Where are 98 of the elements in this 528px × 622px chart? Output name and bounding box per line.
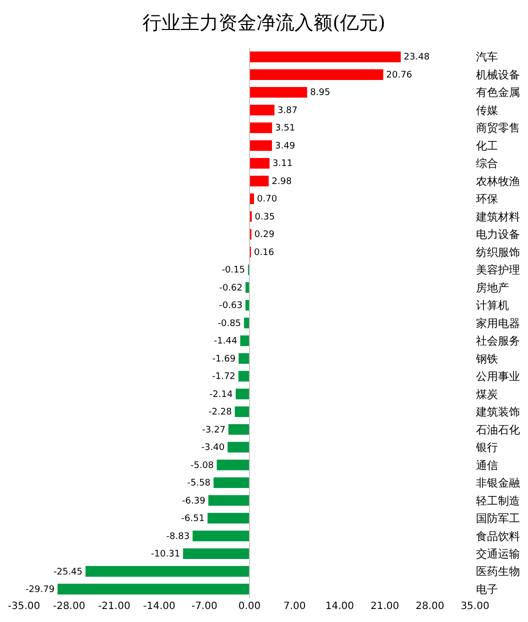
data-label: -29.79 (26, 584, 55, 595)
bar (228, 442, 250, 453)
y-tick-label: 化工 (476, 139, 498, 152)
y-tick-label: 房地产 (476, 281, 509, 294)
bar (236, 388, 250, 400)
chart-title: 行业主力资金净流入额(亿元) (142, 12, 386, 34)
y-tick-label: 农林牧渔 (476, 174, 520, 188)
y-tick-label: 电力设备 (476, 228, 520, 242)
data-label: 20.76 (386, 70, 412, 80)
y-tick-label: 传媒 (476, 104, 498, 117)
data-label: 3.49 (274, 141, 296, 152)
y-tick-label: 电子 (476, 582, 498, 596)
y-tick-label: 商贸零售 (476, 122, 520, 135)
y-tick-label: 轻工制造 (476, 494, 520, 508)
bar (250, 69, 384, 80)
y-tick-label: 汽车 (476, 50, 498, 64)
data-label: 3.87 (277, 106, 298, 116)
y-tick-label: 美容护理 (476, 264, 520, 277)
x-tick-label: 35.00 (460, 601, 490, 612)
data-label: -5.58 (187, 478, 211, 489)
data-label: -1.72 (212, 372, 236, 382)
y-tick-label: 国防军工 (476, 512, 520, 526)
data-label: 0.35 (254, 212, 275, 222)
data-label: -6.51 (181, 514, 205, 524)
bar (192, 530, 250, 542)
bar (250, 158, 270, 169)
bar (216, 460, 250, 470)
bar (238, 370, 250, 382)
bar (250, 104, 274, 116)
bar (58, 584, 250, 594)
bar (250, 122, 272, 134)
y-tick-label: 家用电器 (476, 316, 520, 330)
y-tick-label: 机械设备 (476, 68, 520, 82)
y-tick-label: 非银金融 (476, 476, 520, 490)
y-tick-label: 石油石化 (476, 423, 520, 436)
data-label: -25.45 (53, 567, 83, 578)
bar (250, 87, 308, 98)
data-label: -6.39 (182, 496, 206, 506)
y-tick-label: 建筑材料 (475, 210, 520, 224)
data-label: 2.98 (272, 176, 292, 187)
bar (208, 495, 250, 506)
y-tick-label: 社会服务 (476, 334, 520, 348)
y-tick-label: 通信 (476, 458, 498, 472)
data-label: -0.15 (222, 266, 245, 276)
y-tick-label: 计算机 (476, 299, 509, 312)
data-label: -2.14 (209, 390, 233, 400)
y-tick-label: 综合 (476, 157, 498, 170)
data-label: -1.44 (214, 336, 238, 347)
data-label: 23.48 (404, 52, 430, 63)
x-tick-label: 7.00 (283, 601, 306, 612)
x-tick-label: -7.00 (191, 601, 218, 612)
data-label: 3.11 (272, 159, 293, 170)
bar (234, 406, 250, 418)
y-tick-label: 公用事业 (476, 370, 520, 384)
data-label: -5.08 (190, 460, 214, 471)
bar (238, 353, 250, 364)
data-label: -0.85 (218, 318, 242, 329)
y-tick-label: 有色金属 (476, 86, 520, 100)
bar (86, 566, 250, 577)
data-label: 0.16 (254, 248, 274, 258)
y-tick-label: 煤炭 (476, 388, 498, 401)
bar (250, 140, 272, 151)
data-label: -3.27 (202, 425, 226, 436)
x-tick-label: -35.00 (8, 601, 40, 612)
data-label: 0.70 (257, 194, 278, 205)
x-tick-label: -21.00 (98, 601, 130, 612)
bar (240, 335, 250, 346)
y-tick-label: 环保 (476, 192, 498, 206)
data-label: -1.69 (212, 354, 236, 364)
x-tick-label: 21.00 (370, 601, 400, 612)
data-label: -3.40 (201, 443, 225, 454)
bar (228, 424, 250, 435)
x-tick-label: 14.00 (325, 601, 354, 612)
y-tick-label: 食品饮料 (476, 530, 520, 543)
data-label: 0.29 (254, 230, 275, 240)
bar (244, 318, 250, 328)
y-tick-label: 银行 (475, 441, 498, 454)
x-tick-label: -14.00 (143, 601, 176, 612)
y-tick-label: 交通运输 (476, 548, 520, 560)
x-tick-label: 0.00 (238, 601, 261, 612)
data-label: -2.28 (208, 408, 232, 418)
data-label: 8.95 (310, 88, 330, 98)
data-label: -0.62 (219, 283, 242, 294)
data-label: -0.63 (219, 301, 242, 312)
bar (250, 176, 269, 186)
bar (214, 477, 250, 488)
y-tick-label: 建筑装饰 (475, 406, 520, 419)
y-tick-label: 医药生物 (476, 565, 520, 578)
bar (208, 512, 250, 524)
data-label: 3.51 (275, 124, 296, 134)
y-tick-label: 钢铁 (475, 352, 498, 366)
data-label: -8.83 (166, 532, 190, 542)
data-label: -10.31 (151, 550, 180, 560)
bar (250, 52, 401, 62)
y-tick-label: 纺织服饰 (476, 246, 520, 259)
x-tick-label: 28.00 (416, 601, 444, 612)
x-tick-label: -28.00 (52, 601, 86, 612)
bar (183, 548, 250, 559)
